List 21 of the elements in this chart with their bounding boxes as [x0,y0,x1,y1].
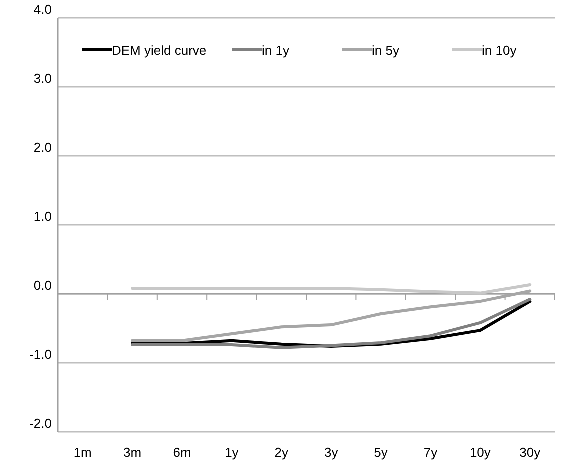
y-tick-label: -2.0 [30,416,52,431]
y-tick-label: 4.0 [34,2,52,17]
y-tick-label: 1.0 [34,209,52,224]
x-tick-label: 3m [124,445,142,460]
x-tick-label: 6m [173,445,192,460]
x-tick-label: 7y [424,445,438,460]
y-tick-label: 2.0 [34,140,52,155]
x-tick-label: 2y [274,445,290,460]
x-tick-label: 1y [225,445,240,460]
x-tick-label: 1m [74,445,92,460]
legend-label: in 1y [262,43,290,58]
x-tick-label: 30y [520,445,542,460]
legend-label: in 5y [372,43,400,58]
x-tick-label: 10y [470,445,492,460]
x-tick-label: 3y [324,445,339,460]
legend-label: DEM yield curve [112,43,207,58]
x-tick-label: 5y [374,445,388,460]
legend-label: in 10y [482,43,518,58]
y-tick-label: 3.0 [34,71,52,86]
y-tick-label: -1.0 [30,347,52,362]
y-tick-label: 0.0 [34,278,52,293]
